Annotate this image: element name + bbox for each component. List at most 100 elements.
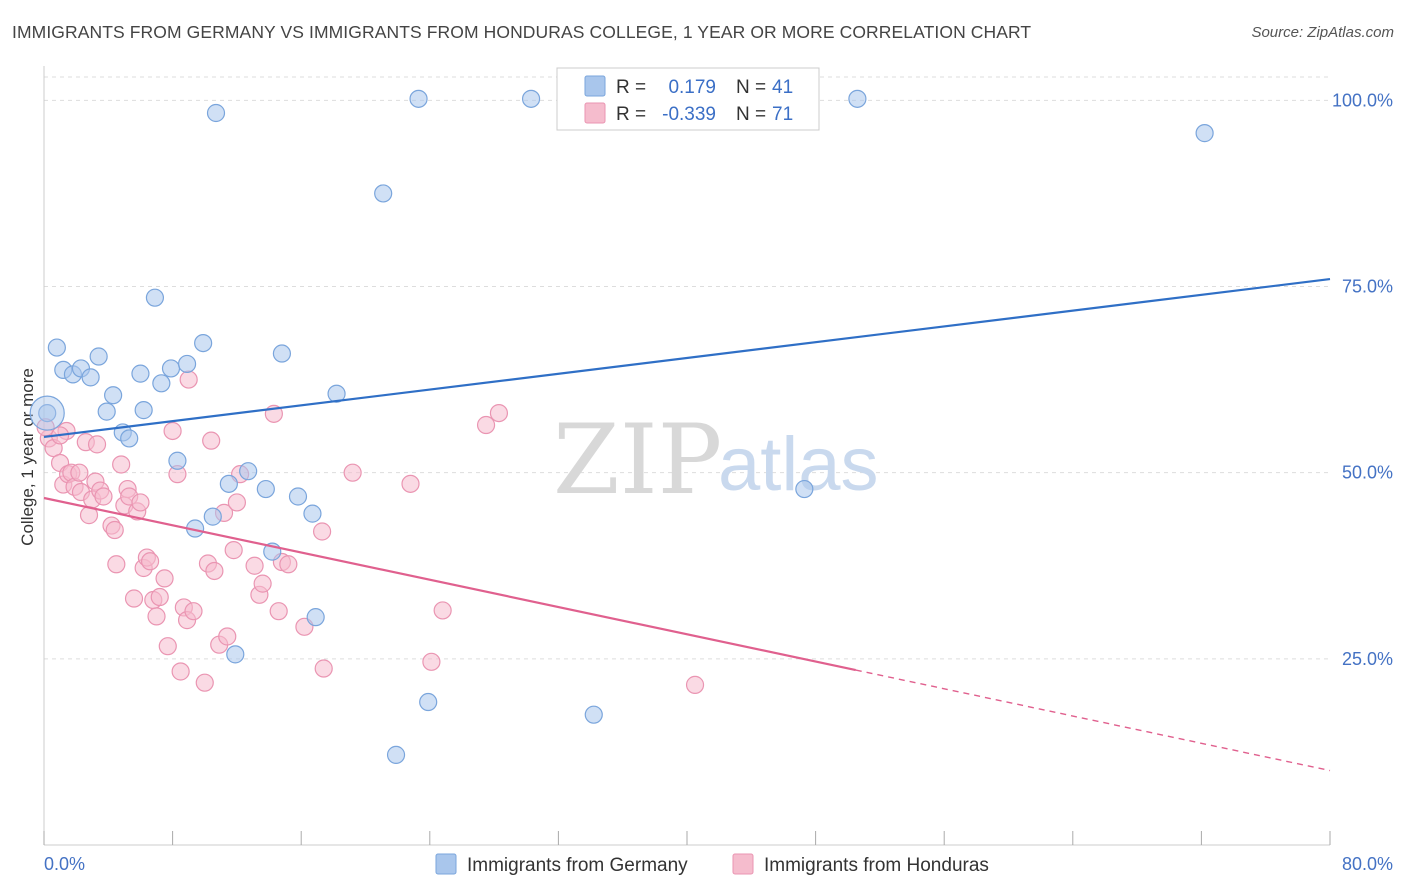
honduras-point	[401, 474, 420, 493]
honduras-point	[279, 555, 298, 574]
honduras-point	[227, 493, 246, 512]
honduras-point	[179, 370, 198, 389]
honduras-point	[150, 587, 169, 607]
honduras-trend-line	[43, 496, 857, 672]
honduras-point	[171, 662, 190, 681]
honduras-point	[94, 487, 113, 506]
honduras-point	[105, 520, 124, 540]
watermark: ZIP atlas	[553, 404, 879, 516]
germany-point	[521, 89, 541, 108]
germany-point	[152, 374, 171, 393]
germany-point	[161, 359, 181, 378]
honduras-point	[476, 415, 496, 435]
germany-point	[47, 338, 66, 357]
legend-r-label-honduras: R =	[616, 104, 646, 125]
bottom-legend-label-germany: Immigrants from Germany	[467, 855, 688, 876]
germany-point	[409, 89, 428, 108]
germany-point	[120, 429, 139, 448]
germany-point	[206, 103, 226, 123]
honduras-point	[70, 463, 89, 482]
legend-r-value-honduras: -0.339	[662, 104, 716, 125]
watermark-zip: ZIP	[553, 404, 722, 516]
honduras-point	[205, 561, 224, 581]
germany-point	[256, 479, 275, 499]
germany-point	[288, 487, 308, 506]
y-axis-label: College, 1 year or more	[18, 368, 37, 546]
germany-point	[272, 344, 292, 363]
germany-point-cluster	[29, 395, 65, 431]
honduras-point	[87, 435, 107, 454]
honduras-point	[312, 522, 332, 541]
x-tick-label-max: 80.0%	[1342, 854, 1393, 874]
germany-point	[38, 403, 57, 423]
legend-n-label-germany: N =	[736, 77, 766, 98]
honduras-point	[253, 574, 272, 593]
x-tick-label-min: 0.0%	[44, 854, 85, 874]
germany-point	[374, 184, 393, 203]
y-tick-label: 100.0%	[1332, 90, 1393, 110]
germany-point	[81, 368, 100, 387]
germany-point	[104, 386, 123, 405]
germany-trend-line	[43, 277, 1331, 439]
germany-point	[303, 504, 322, 523]
honduras-point	[489, 403, 509, 423]
germany-point	[327, 384, 346, 403]
germany-point	[203, 507, 222, 526]
legend-n-value-germany: 41	[772, 77, 793, 98]
germany-point	[145, 288, 165, 307]
germany-point	[848, 89, 867, 108]
honduras-point	[269, 602, 288, 621]
germany-points	[29, 89, 1214, 764]
germany-point	[194, 333, 213, 353]
chart-title: IMMIGRANTS FROM GERMANY VS IMMIGRANTS FR…	[12, 22, 1032, 42]
honduras-point	[147, 607, 166, 626]
honduras-point	[184, 602, 203, 621]
legend-r-value-germany: 0.179	[668, 77, 716, 98]
honduras-trend-line-extension	[855, 669, 1331, 772]
germany-point	[239, 462, 258, 481]
honduras-point	[218, 627, 237, 646]
correlation-legend: R = 0.179 N = 41 R = -0.339 N = 71	[556, 67, 820, 131]
germany-point	[219, 474, 238, 493]
honduras-point	[195, 673, 214, 692]
legend-n-label-honduras: N =	[736, 104, 766, 125]
honduras-point	[158, 637, 177, 656]
y-tick-label: 50.0%	[1342, 463, 1393, 483]
honduras-point	[202, 431, 221, 450]
germany-point	[177, 354, 197, 374]
legend-swatch-germany	[584, 75, 606, 97]
axes	[43, 66, 1331, 846]
honduras-point	[107, 555, 126, 574]
germany-point	[89, 347, 108, 366]
legend-swatch-honduras	[584, 102, 606, 124]
germany-point	[306, 608, 325, 627]
honduras-point	[433, 601, 452, 620]
honduras-points	[36, 370, 705, 694]
germany-point	[131, 364, 150, 383]
honduras-point	[112, 455, 131, 474]
honduras-point	[343, 463, 362, 482]
grid-lines	[44, 76, 1330, 660]
germany-point	[97, 402, 116, 421]
honduras-point	[140, 552, 160, 571]
bottom-legend-swatch-honduras	[732, 853, 754, 875]
honduras-point	[422, 652, 441, 671]
germany-point	[1195, 124, 1214, 143]
honduras-point	[155, 569, 174, 588]
germany-point	[226, 645, 245, 664]
honduras-point	[224, 541, 243, 560]
germany-point	[168, 451, 187, 470]
germany-point	[134, 401, 153, 420]
legend-n-value-honduras: 71	[772, 104, 793, 125]
chart-source: Source: ZipAtlas.com	[1251, 24, 1394, 41]
legend-r-label-germany: R =	[616, 77, 646, 98]
honduras-point	[245, 556, 264, 575]
y-tick-labels: 25.0% 50.0% 75.0% 100.0%	[1332, 90, 1393, 668]
honduras-point	[131, 493, 150, 512]
germany-point	[386, 745, 406, 764]
honduras-point	[163, 421, 182, 441]
series-legend: Immigrants from Germany Immigrants from …	[435, 853, 989, 876]
trend-lines	[43, 277, 1331, 772]
germany-point	[584, 705, 603, 724]
